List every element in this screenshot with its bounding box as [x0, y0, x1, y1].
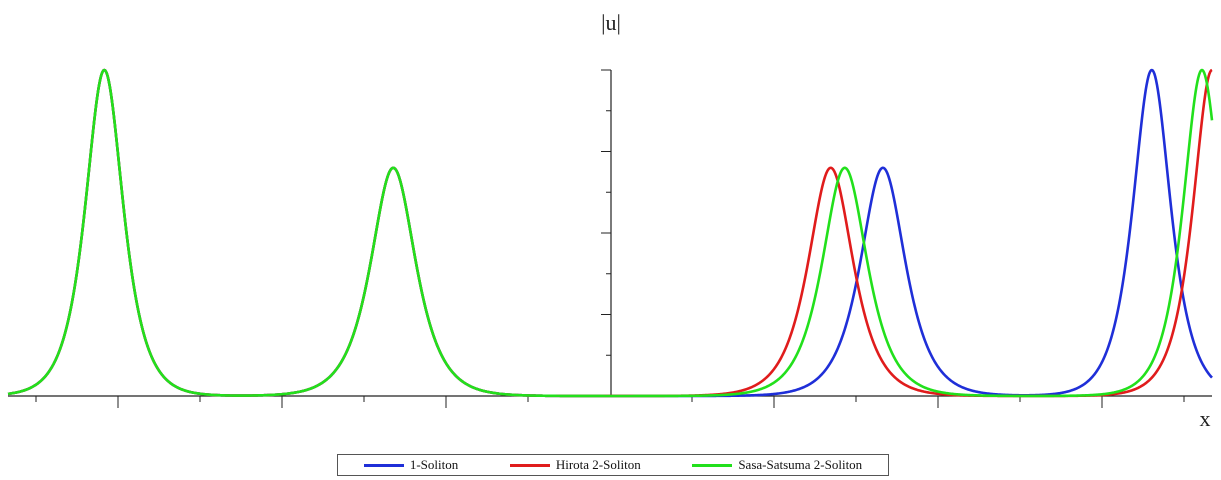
legend-item-3: Sasa-Satsuma 2-Soliton [692, 457, 862, 473]
plot-area: |u| x [7, 10, 1214, 431]
x-axis-label: x [1200, 406, 1211, 431]
legend-item-2: Hirota 2-Soliton [509, 457, 641, 473]
legend-label: Sasa-Satsuma 2-Soliton [738, 457, 863, 472]
legend-swatch [363, 463, 404, 467]
series-line-3 [7, 68, 1214, 398]
legend-item-1: 1-Soliton [363, 457, 459, 473]
series-layer [7, 68, 1214, 398]
y-axis-label: |u| [601, 10, 621, 35]
legend-label: 1-Soliton [409, 457, 459, 472]
legend-swatch [509, 463, 550, 467]
legend-swatch [692, 463, 733, 467]
axes [8, 69, 1212, 408]
legend-label: Hirota 2-Soliton [555, 457, 641, 472]
legend: 1-Soliton Hirota 2-Soliton Sasa-Satsuma 2-… [337, 454, 889, 476]
